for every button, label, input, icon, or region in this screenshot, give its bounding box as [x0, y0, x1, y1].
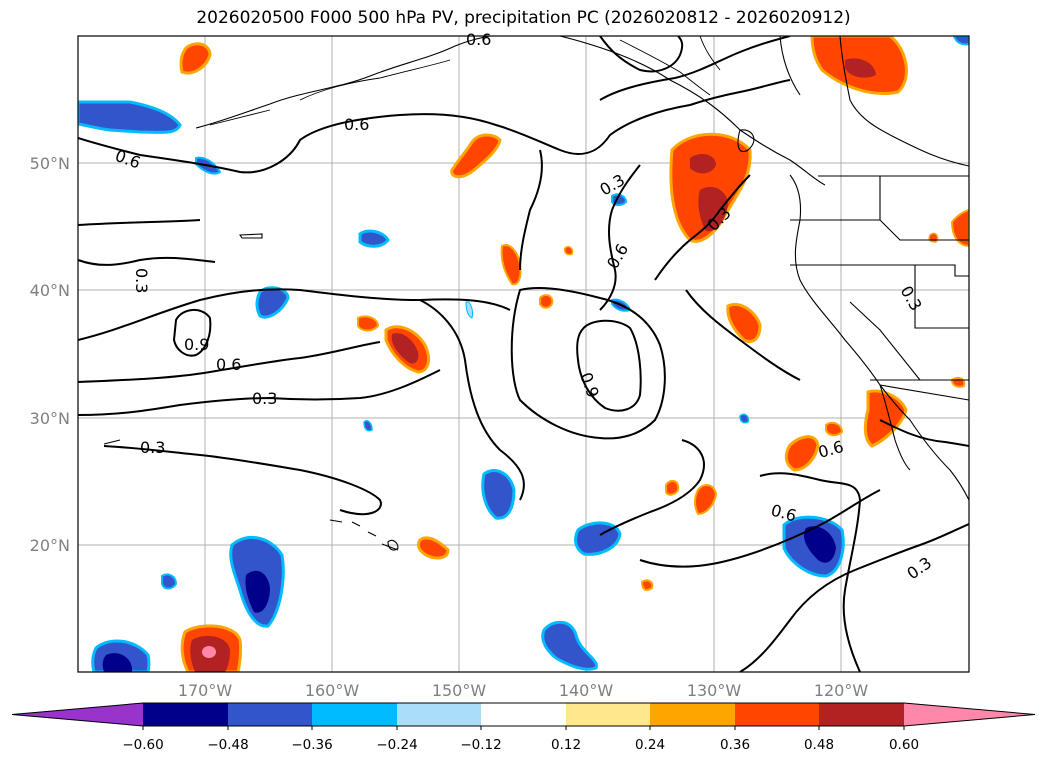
colorbar-segment [397, 703, 481, 726]
lon-label: 160°W [305, 681, 360, 700]
colorbar-extend-max [904, 703, 1035, 726]
colorbar-tick-label: 0.24 [635, 737, 665, 753]
lon-label: 120°W [814, 681, 869, 700]
colorbar-tick-label: 0.36 [720, 737, 750, 753]
contour-label: 0.6 [216, 355, 241, 374]
lon-label: 130°W [687, 681, 742, 700]
colorbar-tick-label: −0.36 [291, 737, 332, 753]
colorbar-tick-label: 0.48 [804, 737, 834, 753]
lat-label: 20°N [30, 536, 70, 555]
alaska-coast [209, 36, 721, 126]
colorbar-segment [228, 703, 312, 726]
contour-label: 0.3 [132, 268, 151, 293]
map-frame [77, 35, 970, 673]
colorbar-tick-label: 0.12 [551, 737, 581, 753]
colorbar-tick-labels: −0.60 −0.48 −0.36 −0.24 −0.12 0.12 0.24 … [122, 737, 919, 753]
contour-label: 0.9 [184, 335, 209, 354]
lon-label: 150°W [432, 681, 487, 700]
colorbar-segment [481, 703, 566, 726]
map-title: 2026020500 F000 500 hPa PV, precipitatio… [196, 8, 851, 28]
positive-precip-anomalies [179, 36, 969, 672]
colorbar-segment [735, 703, 819, 726]
contour-label: 0.6 [344, 115, 369, 134]
lon-label: 140°W [559, 681, 614, 700]
lat-label: 40°N [30, 281, 70, 300]
colorbar-tick-label: −0.60 [122, 737, 163, 753]
colorbar-tick-label: −0.12 [460, 737, 501, 753]
colorbar-segment [650, 703, 735, 726]
contour-label: 0.3 [252, 389, 277, 408]
colorbar-tick-label: −0.24 [376, 737, 417, 753]
colorbar-segment [819, 703, 904, 726]
colorbar [11, 702, 1036, 730]
contour-label: 0.3 [140, 438, 165, 457]
pv-contours [78, 36, 969, 672]
colorbar-tick-label: 0.60 [889, 737, 919, 753]
lon-label: 170°W [178, 681, 233, 700]
lat-label: 50°N [30, 154, 70, 173]
negative-precip-anomalies [78, 36, 969, 672]
longitude-labels: 170°W 160°W 150°W 140°W 130°W 120°W [178, 681, 869, 700]
lat-label: 30°N [30, 409, 70, 428]
colorbar-tick-label: −0.48 [207, 737, 248, 753]
map-background [78, 36, 969, 672]
colorbar-segment [312, 703, 397, 726]
coastlines [103, 36, 969, 551]
colorbar-segment [143, 703, 228, 726]
contour-label: 0.6 [466, 30, 491, 49]
colorbar-segment [566, 703, 650, 726]
latitude-labels: 50°N 40°N 30°N 20°N [30, 154, 70, 555]
colorbar-extend-min [12, 703, 143, 726]
